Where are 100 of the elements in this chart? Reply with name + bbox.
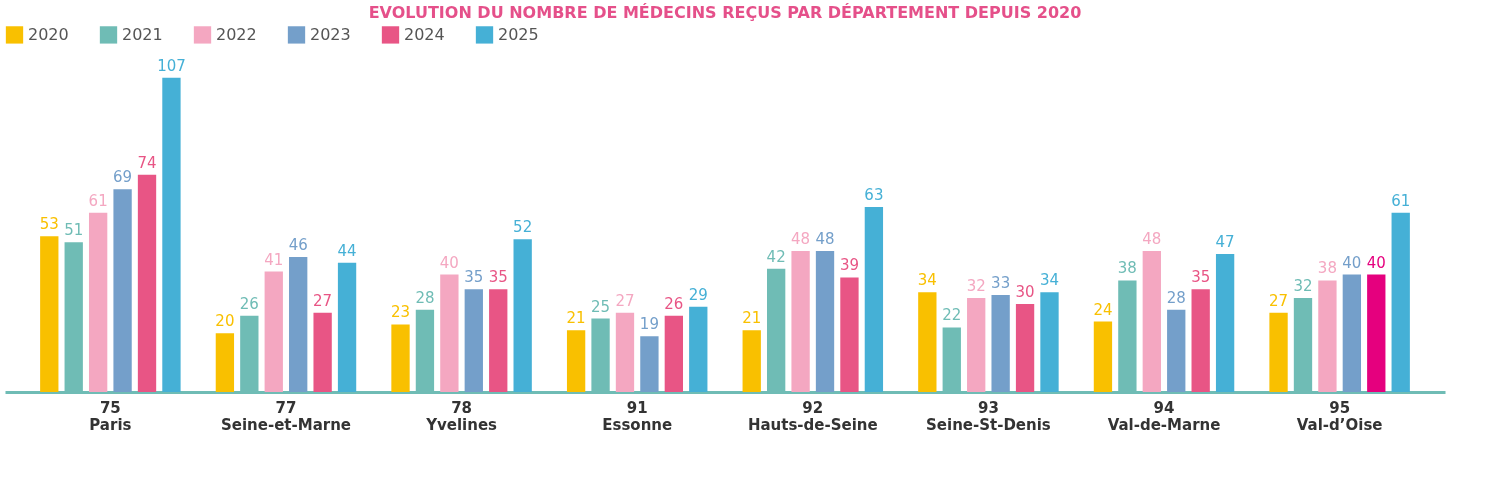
legend-label: 2021 (122, 24, 163, 44)
legend-label: 2024 (404, 24, 445, 44)
data-label: 35 (464, 268, 484, 287)
bar (1191, 289, 1210, 392)
bar (1040, 292, 1059, 392)
bar (664, 315, 684, 392)
bar (391, 324, 410, 392)
data-label: 34 (917, 271, 937, 290)
bar (640, 336, 659, 392)
legend-label: 2025 (498, 24, 539, 44)
data-label: 21 (566, 309, 586, 328)
data-label: 41 (264, 250, 284, 269)
data-label: 27 (615, 291, 635, 310)
bar (313, 312, 332, 392)
data-label: 32 (966, 277, 986, 296)
bar (337, 262, 357, 392)
data-label: 52 (513, 218, 533, 237)
data-label: 48 (1142, 230, 1162, 249)
data-label: 29 (688, 285, 708, 304)
data-label: 28 (1166, 288, 1186, 307)
data-label: 74 (137, 153, 157, 172)
bar (264, 271, 283, 392)
bar (864, 206, 884, 392)
data-label: 24 (1093, 300, 1113, 319)
data-label: 35 (1191, 268, 1211, 287)
data-label: 27 (313, 291, 333, 310)
bar (489, 289, 508, 392)
data-label: 25 (591, 297, 611, 316)
x-tick-label: 95 Val-d’Oise (1296, 398, 1383, 434)
data-label: 61 (1391, 191, 1411, 210)
bar (513, 239, 532, 392)
data-label: 21 (742, 309, 762, 328)
data-label: 47 (1215, 232, 1235, 251)
data-label: 40 (439, 253, 459, 272)
bar (1269, 312, 1288, 392)
bar (113, 189, 132, 392)
bar (791, 251, 810, 392)
x-tick-label: 78 Yvelines (425, 398, 498, 434)
bar (1142, 251, 1161, 392)
data-label: 40 (1366, 253, 1386, 272)
legend-label: 2020 (28, 24, 69, 44)
data-label: 46 (288, 235, 308, 254)
bar (440, 274, 459, 392)
x-tick-label: 77 Seine-et-Marne (220, 398, 352, 434)
bar (162, 77, 181, 392)
data-label: 38 (1117, 259, 1137, 278)
data-label: 51 (64, 221, 84, 240)
data-label: 23 (390, 303, 411, 322)
data-label: 38 (1317, 259, 1337, 278)
bar (1015, 303, 1035, 392)
bar (918, 292, 937, 392)
bar (815, 251, 835, 392)
data-label: 44 (337, 241, 357, 260)
data-label: 48 (791, 230, 811, 249)
data-label: 107 (157, 56, 186, 75)
data-label: 53 (39, 215, 59, 234)
data-label: 26 (239, 294, 259, 313)
x-tick-label: 75 Paris (89, 398, 132, 434)
data-label: 28 (415, 288, 435, 307)
data-label: 35 (488, 268, 508, 287)
data-label: 39 (839, 256, 859, 275)
data-label: 42 (766, 247, 786, 266)
bar (1215, 253, 1235, 392)
bar (840, 277, 859, 392)
x-tick-label: 91 Essonne (602, 398, 673, 434)
data-label: 19 (639, 315, 659, 334)
bar (1318, 280, 1337, 392)
data-label: 32 (1293, 277, 1313, 296)
x-tick-label: 93 Seine-St-Denis (926, 398, 1051, 434)
chart-title: EVOLUTION DU NOMBRE DE MÉDECINS REÇUS PAR DÉPARTEMENT DEPUIS 2020 (368, 3, 1082, 22)
legend-label: 2022 (216, 24, 257, 44)
data-label: 34 (1039, 271, 1060, 290)
bar (40, 236, 59, 392)
data-label: 22 (942, 306, 962, 325)
data-label: 48 (815, 230, 835, 249)
bar (215, 333, 235, 392)
bar (991, 295, 1010, 392)
bar (137, 174, 157, 392)
data-label: 26 (664, 294, 684, 313)
data-label: 30 (1015, 282, 1035, 301)
data-label: 40 (1342, 253, 1362, 272)
data-label: 69 (113, 168, 133, 187)
bar (967, 298, 986, 392)
bar (1093, 321, 1113, 392)
bar (742, 330, 761, 392)
x-tick-label: 92 Hauts-de-Seine (747, 398, 878, 434)
bar (1367, 274, 1386, 392)
data-label: 27 (1269, 291, 1289, 310)
bar (1342, 274, 1362, 392)
x-tick-label: 94 Val-de-Marne (1107, 398, 1221, 434)
data-label: 63 (864, 185, 884, 204)
legend-label: 2023 (310, 24, 351, 44)
bar (1391, 212, 1410, 392)
bar (1167, 309, 1186, 392)
bar (566, 330, 586, 392)
bar (615, 312, 635, 392)
bar (464, 289, 483, 392)
data-label: 33 (991, 274, 1011, 293)
data-label: 20 (215, 312, 235, 331)
bar (88, 212, 108, 392)
